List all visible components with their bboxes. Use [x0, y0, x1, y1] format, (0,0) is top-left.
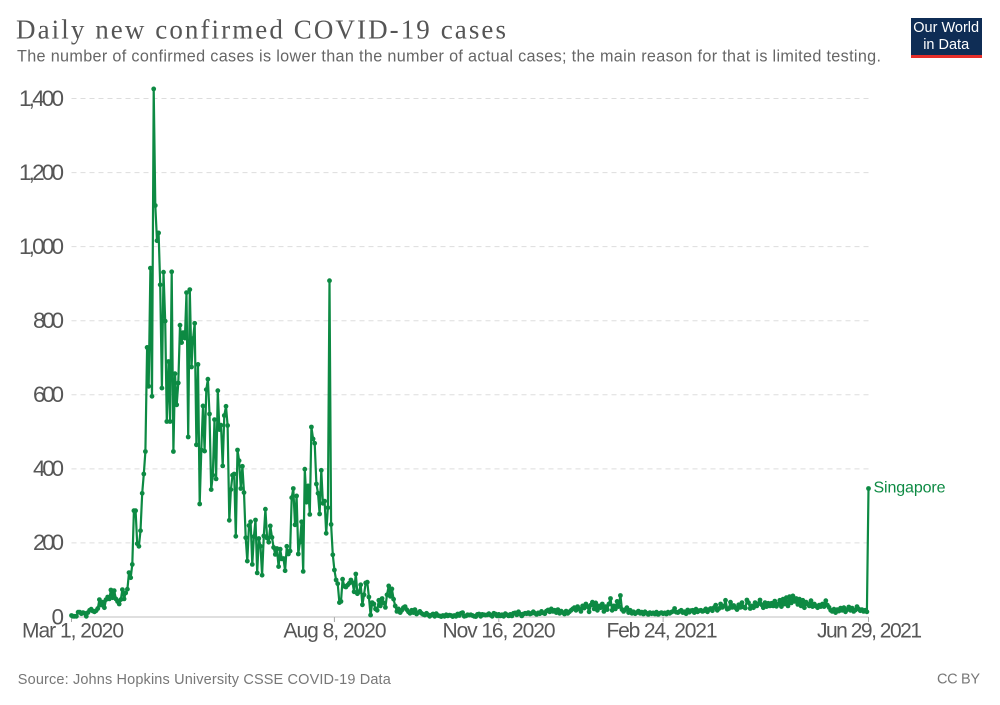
svg-text:1,400: 1,400 — [19, 86, 64, 111]
svg-text:Aug 8, 2020: Aug 8, 2020 — [284, 620, 387, 643]
svg-text:CC BY: CC BY — [937, 672, 980, 688]
svg-text:1,200: 1,200 — [19, 160, 64, 185]
svg-text:The number of confirmed cases: The number of confirmed cases is lower t… — [17, 48, 881, 66]
svg-text:Feb 24, 2021: Feb 24, 2021 — [607, 620, 718, 643]
svg-text:600: 600 — [33, 382, 64, 407]
svg-text:Nov 16, 2020: Nov 16, 2020 — [443, 620, 556, 643]
svg-text:Jun 29, 2021: Jun 29, 2021 — [817, 620, 922, 643]
svg-text:1,000: 1,000 — [19, 234, 64, 259]
svg-text:0: 0 — [51, 604, 64, 629]
svg-text:800: 800 — [33, 308, 64, 333]
svg-text:Source: Johns Hopkins Universi: Source: Johns Hopkins University CSSE CO… — [18, 672, 392, 688]
svg-text:Daily new confirmed COVID-19 c: Daily new confirmed COVID-19 cases — [16, 14, 506, 44]
svg-text:Singapore: Singapore — [874, 480, 946, 497]
svg-text:Mar 1, 2020: Mar 1, 2020 — [22, 620, 124, 643]
svg-text:200: 200 — [33, 530, 64, 555]
svg-text:400: 400 — [33, 456, 64, 481]
